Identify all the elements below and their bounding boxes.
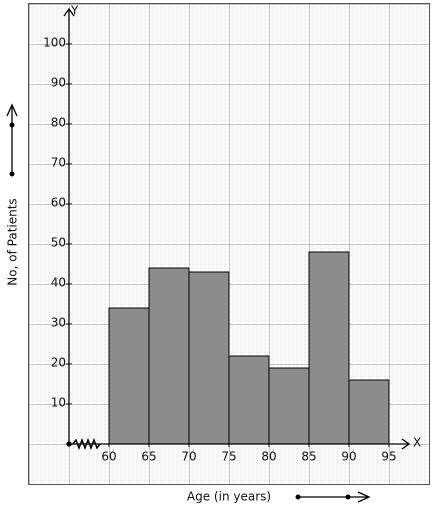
y-tick-label: 50 — [51, 236, 66, 250]
x-tick-label: 75 — [221, 450, 236, 464]
axes — [6, 7, 411, 503]
x-axis-letter: X — [413, 436, 421, 450]
y-tick-label: 30 — [51, 316, 66, 330]
axis-break — [72, 437, 101, 451]
y-tick-label: 100 — [43, 36, 66, 50]
y-arrow — [63, 7, 75, 17]
paper-border — [28, 3, 430, 485]
x-tick-label: 95 — [381, 450, 396, 464]
x-axis-label: Age (in years) — [187, 490, 271, 504]
bar — [228, 355, 270, 445]
origin-dot — [66, 441, 72, 447]
bar — [188, 271, 230, 445]
ylabel-arrow-dot — [9, 171, 15, 177]
bar — [308, 251, 350, 445]
xlabel-arrow-head — [357, 491, 371, 503]
bar — [148, 267, 190, 445]
x-tick-label: 60 — [101, 450, 116, 464]
xlabel-arrow-dot — [345, 494, 351, 500]
y-tick-label: 20 — [51, 356, 66, 370]
y-tick-label: 40 — [51, 276, 66, 290]
y-axis-label: No, of Patients — [6, 198, 20, 285]
bar — [108, 307, 150, 445]
graph-paper — [28, 3, 430, 485]
xlabel-arrow-dot — [295, 494, 301, 500]
ylabel-arrow-head — [6, 103, 18, 117]
bar — [268, 367, 310, 445]
y-tick-label: 80 — [51, 116, 66, 130]
y-tick-label: 60 — [51, 196, 66, 210]
x-tick-label: 90 — [341, 450, 356, 464]
x-tick-label: 65 — [141, 450, 156, 464]
y-tick-label: 70 — [51, 156, 66, 170]
y-tick-label: 90 — [51, 76, 66, 90]
y-axis-letter: Y — [70, 4, 79, 18]
y-tick-label: 10 — [51, 396, 66, 410]
ylabel-arrow-dot — [9, 122, 15, 128]
x-tick-label: 80 — [261, 450, 276, 464]
bar — [348, 379, 390, 445]
x-arrow — [401, 438, 411, 450]
x-tick-label: 85 — [301, 450, 316, 464]
x-tick-label: 70 — [181, 450, 196, 464]
